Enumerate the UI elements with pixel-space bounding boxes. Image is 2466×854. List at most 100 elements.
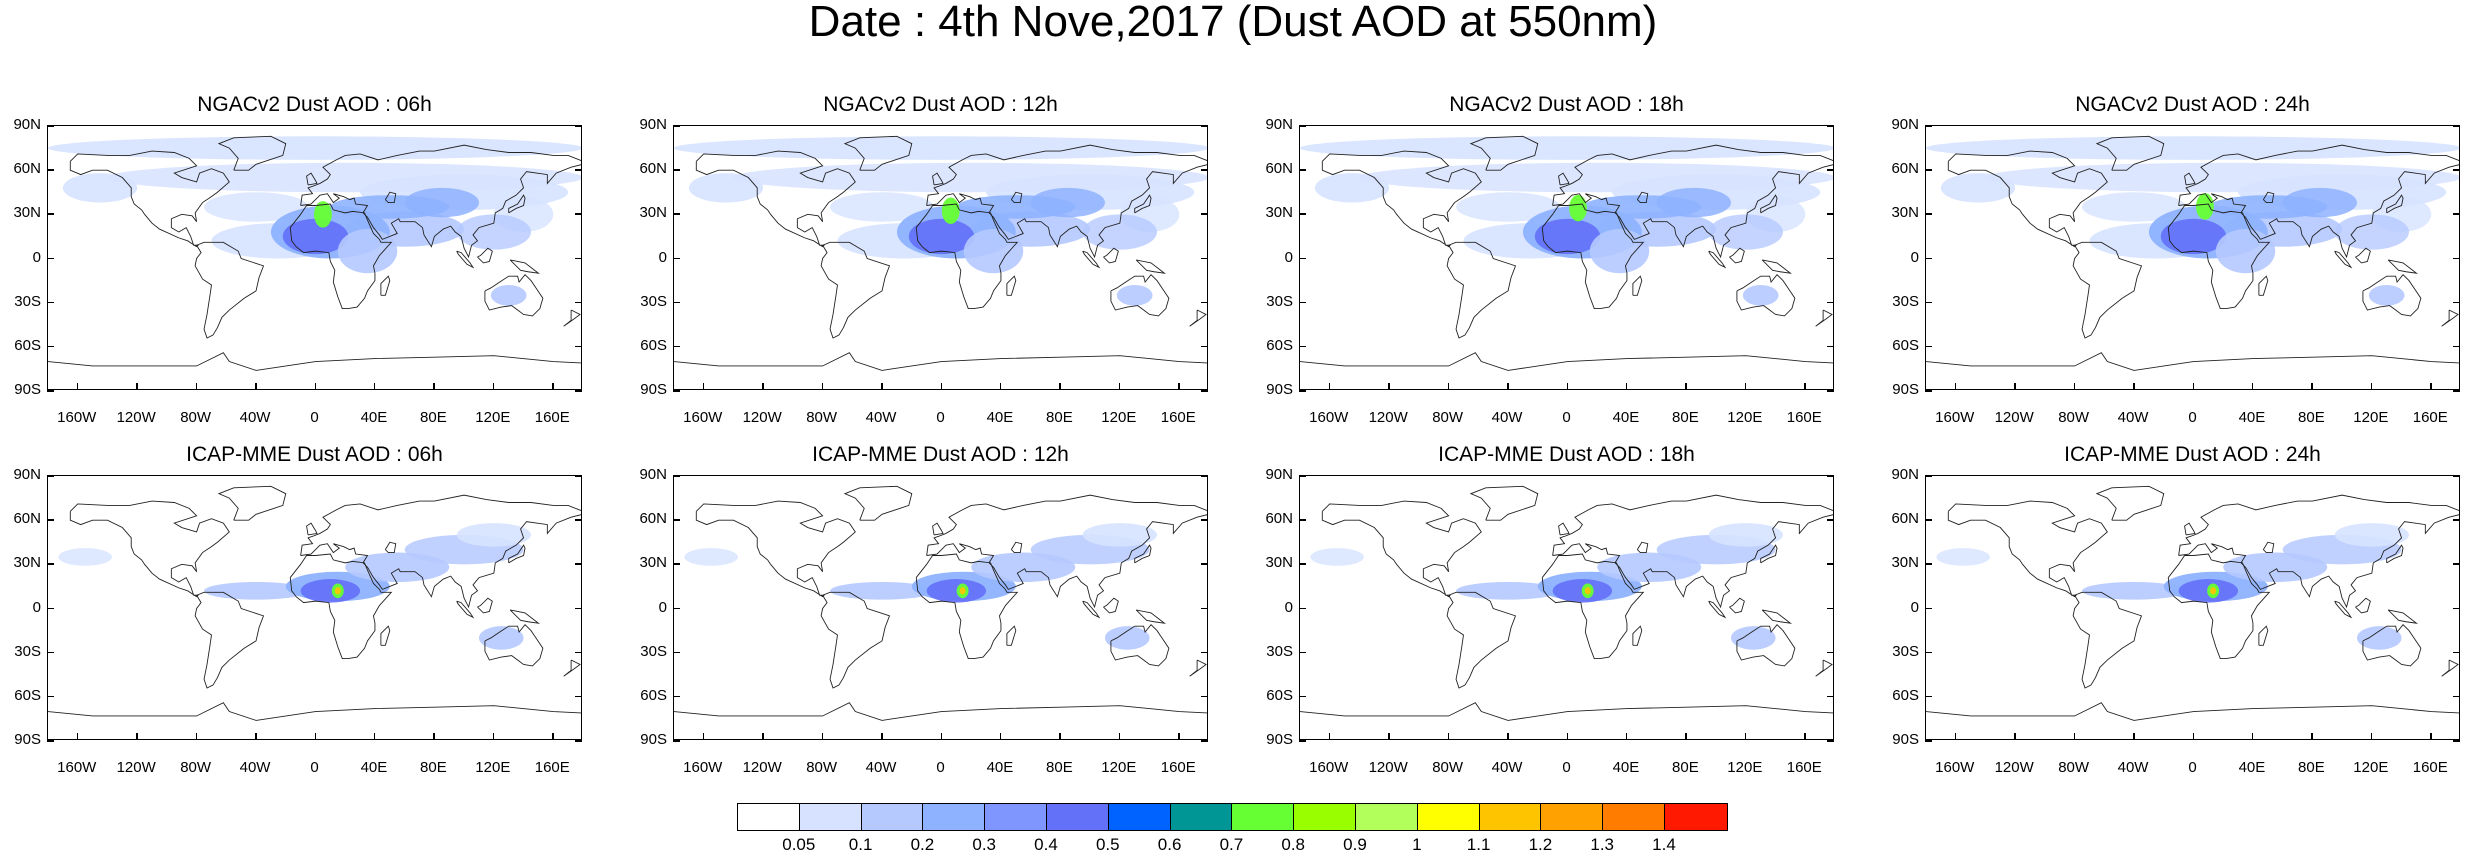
longitude-label: 40W <box>1491 409 1523 426</box>
latitude-label: 90S <box>14 381 41 398</box>
latitude-label: 90N <box>13 116 41 133</box>
coastline <box>2095 485 2165 521</box>
coastline <box>926 494 1207 609</box>
dust-aod-area <box>1656 187 1731 218</box>
latitude-label: 30N <box>639 204 667 222</box>
coastline <box>1729 247 1745 264</box>
coastline <box>2072 591 2143 689</box>
latitude-label: 0 <box>32 248 41 266</box>
lon-tick <box>881 733 883 740</box>
lat-tick <box>2453 125 2460 127</box>
coastline <box>2184 522 2196 536</box>
coastline <box>194 591 265 689</box>
lon-tick <box>1118 383 1121 390</box>
coastline <box>2386 544 2404 564</box>
latitude-label: 30S <box>1892 642 1919 660</box>
lat-tick <box>575 651 582 654</box>
lat-tick <box>673 390 680 392</box>
longitude-label: 120E <box>1101 759 1137 776</box>
latitude-label: 90N <box>1265 116 1293 133</box>
lat-tick <box>673 301 680 304</box>
longitude-label: 160W <box>1309 409 1349 426</box>
coastline <box>2178 144 2459 259</box>
coastline <box>194 241 265 339</box>
dust-aod-area <box>282 218 349 255</box>
dust-aod-area <box>2368 285 2405 306</box>
latitude-label: 90N <box>1265 466 1293 483</box>
lat-tick <box>2453 213 2460 215</box>
dust-aod-area <box>1104 626 1150 650</box>
colorbar-label: 0.8 <box>1281 835 1305 854</box>
coastline <box>508 544 526 564</box>
lon-tick <box>314 383 316 390</box>
dust-aod-area <box>1300 136 1833 160</box>
coastline <box>1761 609 1793 624</box>
lon-tick <box>2430 383 2432 390</box>
lat-tick <box>673 607 680 609</box>
latitude-label: 90S <box>1892 731 1919 748</box>
coastline <box>48 352 581 371</box>
lat-tick <box>575 169 582 171</box>
latitude-label: 30N <box>1891 554 1919 572</box>
dust-aod-area <box>456 214 531 250</box>
coastline <box>1082 600 1101 619</box>
dust-aod-area <box>1940 173 2016 203</box>
dust-aod-area <box>1708 214 1783 250</box>
longitude-label: 160W <box>57 759 97 776</box>
coastline <box>1135 609 1167 624</box>
coastline <box>1134 194 1152 214</box>
colorbar <box>737 803 1728 831</box>
lon-tick <box>2251 733 2254 740</box>
colorbar-label: 1 <box>1412 835 1422 854</box>
lat-tick <box>2453 651 2460 654</box>
lon-tick <box>1059 733 1061 740</box>
latitude-label: 60N <box>13 510 41 528</box>
lat-tick <box>47 169 54 171</box>
longitude-label: 40W <box>239 409 271 426</box>
longitude-label: 80W <box>180 409 212 426</box>
lon-tick <box>1685 733 1687 740</box>
lat-tick <box>2453 519 2460 521</box>
lon-tick <box>1328 383 1331 390</box>
lon-tick <box>2430 733 2432 740</box>
lon-tick <box>2014 733 2016 740</box>
coastline <box>820 591 891 689</box>
dust-aod-area <box>1742 285 1779 306</box>
lat-tick <box>2453 257 2460 259</box>
coastline <box>384 191 397 204</box>
longitude-label: 80W <box>806 759 838 776</box>
dust-aod-area <box>926 579 987 603</box>
dust-aod-area <box>830 192 935 222</box>
lon-tick <box>2251 383 2254 390</box>
coastline <box>1761 259 1793 274</box>
lon-tick <box>1507 383 1509 390</box>
lat-tick <box>1925 125 1932 127</box>
dust-aod-area <box>1584 587 1591 595</box>
dust-aod-area <box>2334 214 2409 250</box>
lon-tick <box>1388 383 1390 390</box>
longitude-label: 40W <box>239 759 271 776</box>
lat-tick <box>1299 257 1306 259</box>
coastline <box>1632 625 1643 646</box>
coastline <box>1552 144 1833 259</box>
coastline <box>384 541 397 554</box>
lat-tick <box>1299 563 1306 565</box>
lon-tick <box>2192 733 2194 740</box>
lon-tick <box>2014 383 2016 390</box>
lat-tick <box>1925 301 1932 304</box>
coastline <box>1006 625 1017 646</box>
latitude-label: 0 <box>658 598 667 616</box>
coastline <box>915 553 1019 660</box>
longitude-label: 0 <box>936 759 945 776</box>
latitude-label: 0 <box>1910 248 1919 266</box>
dust-aod-area <box>1116 285 1153 306</box>
lat-tick <box>673 125 680 127</box>
latitude-label: 60N <box>1265 510 1293 528</box>
longitude-label: 120W <box>742 409 782 426</box>
latitude-label: 60S <box>1266 336 1293 354</box>
coastline <box>2386 194 2404 214</box>
lat-tick <box>1299 651 1306 654</box>
coastline <box>1541 553 1645 660</box>
longitude-label: 160E <box>1786 409 1822 426</box>
longitude-label: 120W <box>116 409 156 426</box>
